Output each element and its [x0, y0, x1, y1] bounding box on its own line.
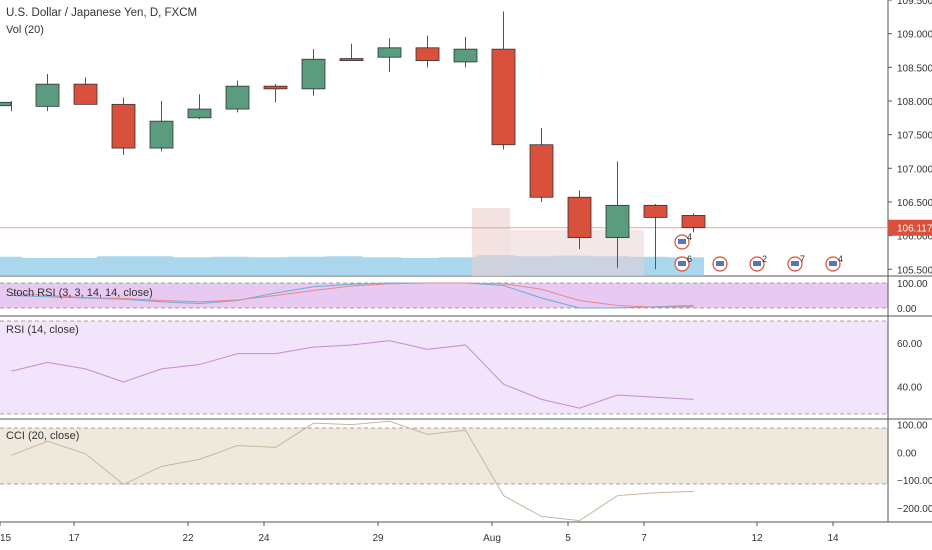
event-flag-icon	[678, 239, 686, 244]
event-flag-icon	[753, 261, 761, 266]
candle	[643, 203, 668, 270]
stoch-tick-label: 100.00	[897, 279, 928, 290]
event-count: 7	[800, 254, 805, 264]
event-count: 4	[687, 232, 692, 242]
volume-label: Vol (20)	[6, 24, 44, 36]
rsi-tick-label: 40.00	[897, 382, 922, 393]
candle	[0, 100, 12, 112]
x-tick-label: 12	[751, 533, 763, 544]
candle-body	[225, 85, 250, 110]
cci-label: CCI (20, close)	[6, 430, 80, 442]
candle-body	[605, 204, 630, 239]
candle-body	[529, 144, 554, 198]
price-tick-label: 107.500	[897, 131, 932, 142]
event-count: 6	[687, 254, 692, 264]
candle-body	[377, 47, 402, 58]
candle	[149, 100, 174, 152]
x-tick-label: 22	[182, 533, 194, 544]
cci-line	[11, 420, 694, 522]
candle-body	[491, 48, 516, 146]
candle-body	[339, 58, 364, 61]
candle-body	[567, 196, 592, 239]
price-tick-label: 107.000	[897, 164, 932, 175]
price-tick-label: 106.000	[897, 232, 932, 243]
candle-body	[263, 85, 288, 90]
event-flag-icon	[791, 261, 799, 266]
rsi-tick-label: 60.00	[897, 339, 922, 350]
stoch-k-line	[11, 282, 694, 309]
cci-tick-label: 100.00	[897, 421, 928, 432]
event-flag-icon	[716, 261, 724, 266]
candle-body	[301, 58, 326, 90]
chart-title: U.S. Dollar / Japanese Yen, D, FXCM	[6, 7, 198, 19]
x-tick-label: 14	[827, 533, 839, 544]
candle	[187, 94, 212, 120]
candle-body	[111, 103, 136, 149]
event-count: 4	[838, 254, 843, 264]
price-tick-label: 105.500	[897, 265, 932, 276]
x-tick-label: 17	[68, 533, 80, 544]
candle-body	[187, 108, 212, 119]
x-tick-label: 7	[641, 533, 647, 544]
candle	[453, 37, 478, 68]
price-tick-label: 109.500	[897, 0, 932, 7]
candle-body	[73, 83, 98, 105]
candle	[35, 74, 60, 112]
candle-body	[681, 215, 706, 228]
candle	[301, 49, 326, 96]
candle	[681, 213, 706, 233]
candle-body	[149, 120, 174, 149]
price-tick-label: 108.000	[897, 97, 932, 108]
event-count: 2	[762, 254, 767, 264]
candle	[529, 127, 554, 202]
stoch-rsi-label: Stoch RSI (3, 3, 14, 14, close)	[6, 287, 153, 299]
x-tick-label: 15	[0, 533, 12, 544]
cci-tick-label: −200.00	[897, 504, 932, 515]
price-tick-label: 109.000	[897, 30, 932, 41]
last-price-badge	[888, 219, 932, 236]
price-tick-label: 106.500	[897, 198, 932, 209]
candle-body	[415, 47, 440, 61]
x-tick-label: 24	[258, 533, 270, 544]
candle	[339, 43, 364, 61]
volume-bar-highlight	[472, 208, 510, 276]
cci-tick-label: 0.00	[897, 448, 917, 459]
candle	[111, 97, 136, 155]
rsi-line	[11, 340, 694, 409]
cci-pane-bg	[0, 428, 888, 484]
candle	[491, 11, 516, 150]
event-flag-icon	[678, 261, 686, 266]
x-tick-label: 29	[372, 533, 384, 544]
price-tick-label: 108.500	[897, 63, 932, 74]
candle	[73, 77, 98, 105]
rsi-label: RSI (14, close)	[6, 324, 79, 336]
candle-body	[35, 83, 60, 107]
candle	[415, 35, 440, 68]
candle	[377, 38, 402, 73]
candle-body	[0, 101, 12, 107]
candle	[225, 80, 250, 113]
candle-body	[453, 48, 478, 63]
stoch-d-line	[11, 282, 694, 308]
x-tick-label: Aug	[483, 533, 501, 544]
last-price-label: 106.117	[897, 224, 932, 235]
candle	[605, 161, 630, 268]
cci-tick-label: −100.00	[897, 476, 932, 487]
rsi-pane-bg	[0, 321, 888, 414]
candle-body	[643, 204, 668, 218]
x-tick-label: 5	[565, 533, 571, 544]
event-flag-icon	[829, 261, 837, 266]
candle	[567, 190, 592, 250]
stoch-tick-label: 0.00	[897, 304, 917, 315]
candle	[263, 84, 288, 103]
stoch-pane-bg	[0, 283, 888, 308]
